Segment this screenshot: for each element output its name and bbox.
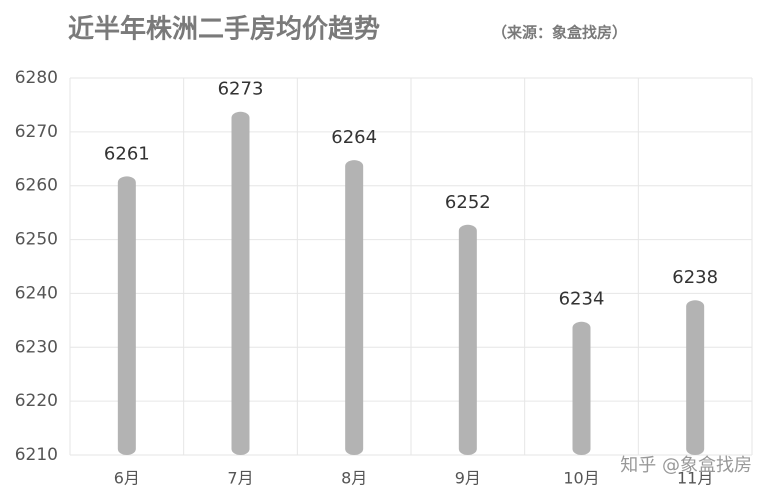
chart-title: 近半年株洲二手房均价趋势 (68, 14, 380, 45)
x-tick-label: 7月 (227, 469, 253, 488)
data-label: 6238 (672, 267, 718, 288)
bar (231, 111, 250, 455)
x-tick-label: 9月 (455, 469, 481, 488)
x-tick-label: 6月 (114, 469, 140, 488)
watermark: 知乎 @象盒找房 (620, 455, 752, 476)
y-tick-label: 6240 (15, 283, 58, 303)
data-label: 6234 (559, 289, 605, 310)
data-label: 6273 (218, 79, 264, 100)
y-tick-label: 6260 (15, 176, 58, 196)
bar (686, 300, 705, 455)
bar (117, 176, 136, 456)
bar (345, 160, 364, 455)
chart-subtitle: （来源：象盒找房） (492, 24, 627, 42)
y-tick-label: 6220 (15, 391, 58, 411)
bar (458, 224, 477, 455)
y-tick-label: 6270 (15, 122, 58, 142)
data-label: 6261 (104, 143, 150, 164)
x-tick-label: 8月 (341, 469, 367, 488)
y-tick-label: 6250 (15, 230, 58, 250)
data-label: 6264 (331, 127, 377, 148)
y-tick-label: 6210 (15, 445, 58, 465)
x-tick-label: 11月 (677, 469, 713, 488)
y-tick-label: 6280 (15, 68, 58, 88)
bar (572, 321, 591, 455)
x-tick-label: 10月 (563, 469, 599, 488)
y-tick-label: 6230 (15, 337, 58, 357)
data-label: 6252 (445, 192, 491, 213)
